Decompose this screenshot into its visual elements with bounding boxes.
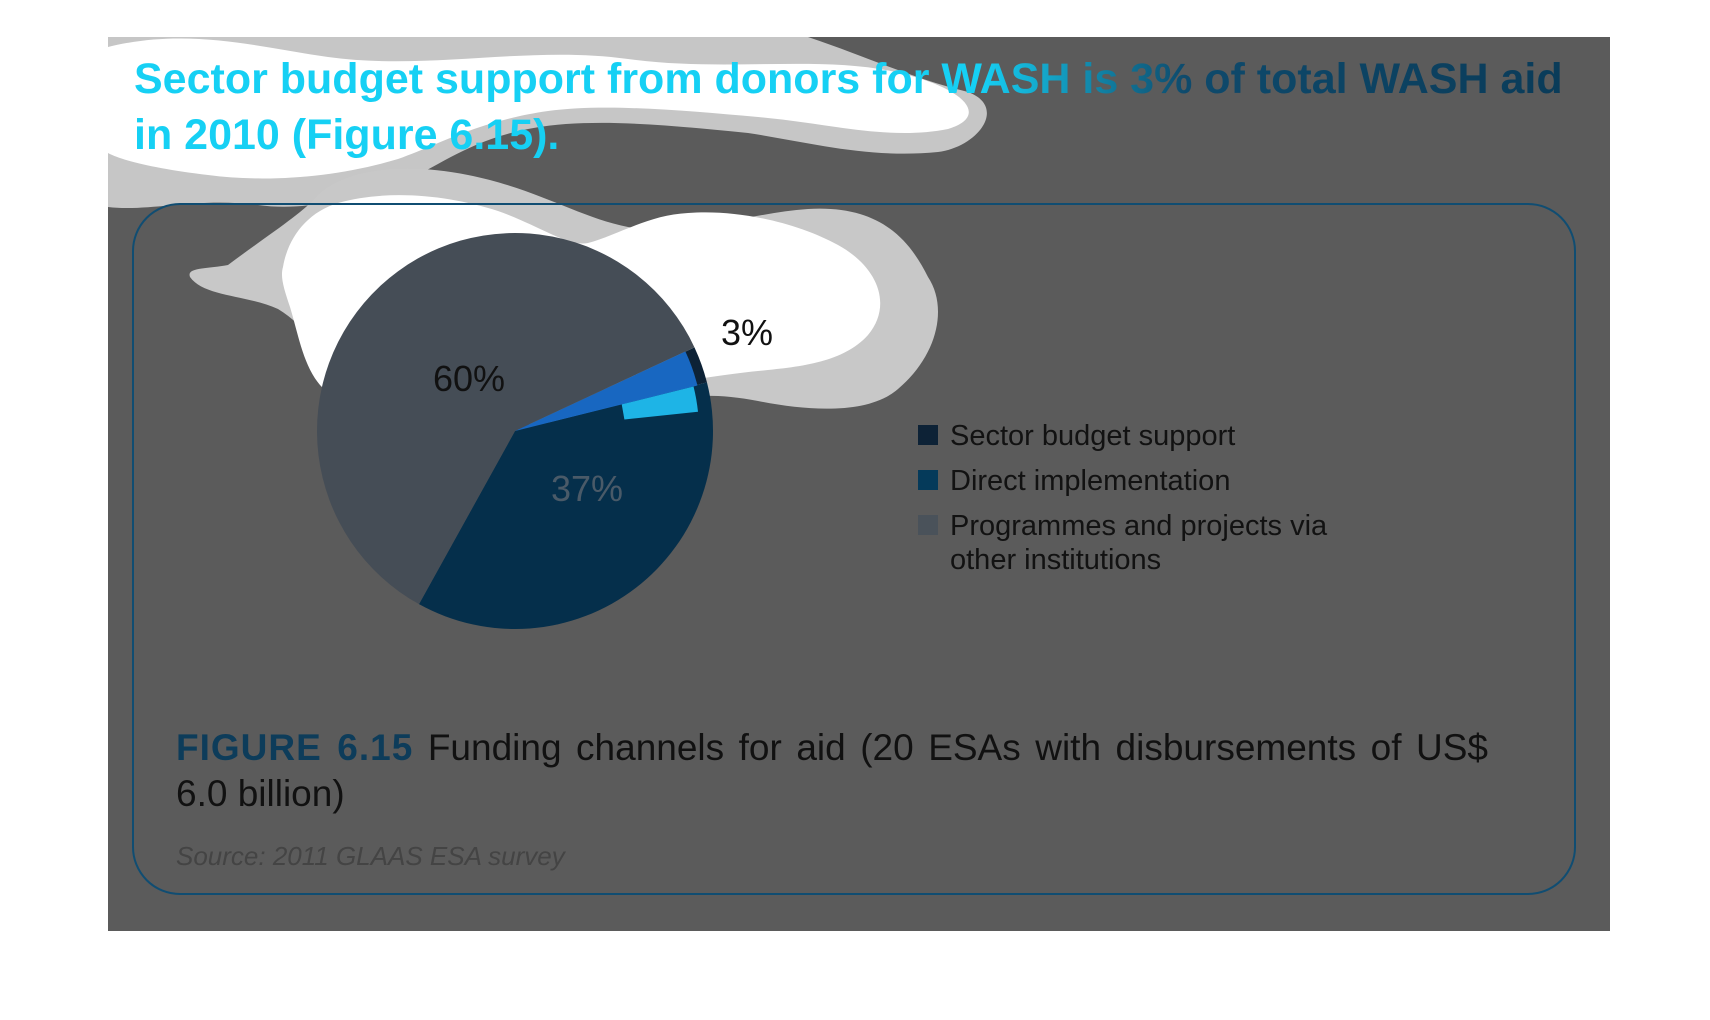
legend-label: Sector budget support (950, 420, 1236, 452)
legend-item-programmes-projects: Programmes and projects via other instit… (918, 509, 1370, 577)
legend-item-sector-budget: Sector budget support (918, 419, 1370, 453)
legend-label: Direct implementation (950, 465, 1231, 497)
pie-data-label: 3% (721, 312, 773, 353)
legend-swatch (918, 515, 938, 535)
chart-legend: Sector budget support Direct implementat… (918, 419, 1370, 588)
figure-caption: FIGURE 6.15 Funding channels for aid (20… (176, 725, 1488, 817)
figure-source: Source: 2011 GLAAS ESA survey (176, 841, 565, 871)
pie-data-label: 60% (433, 358, 505, 399)
pie-highlight-wedge (515, 351, 698, 431)
legend-item-direct-implementation: Direct implementation (918, 464, 1370, 498)
figure-number: FIGURE 6.15 (176, 727, 414, 768)
figure-caption-text: Funding channels for aid (20 ESAs with d… (176, 727, 1489, 814)
pie-slice-direct-implementation (419, 382, 713, 629)
pie-chart: 3% 37% 60% (316, 232, 773, 629)
figure-frame (132, 203, 1576, 895)
legend-swatch (918, 470, 938, 490)
legend-label: Programmes and projects via other instit… (950, 510, 1328, 576)
top-white-shape (108, 38, 969, 179)
pie-slice-programmes-and-projects-via-other-institutions (316, 232, 695, 605)
legend-swatch (918, 425, 938, 445)
slide-panel: Sector budget support from donors for WA… (108, 37, 1610, 931)
headline: Sector budget support from donors for WA… (134, 51, 1594, 163)
pie-highlight-wedge (621, 386, 698, 420)
pie-data-label: 37% (551, 468, 623, 509)
